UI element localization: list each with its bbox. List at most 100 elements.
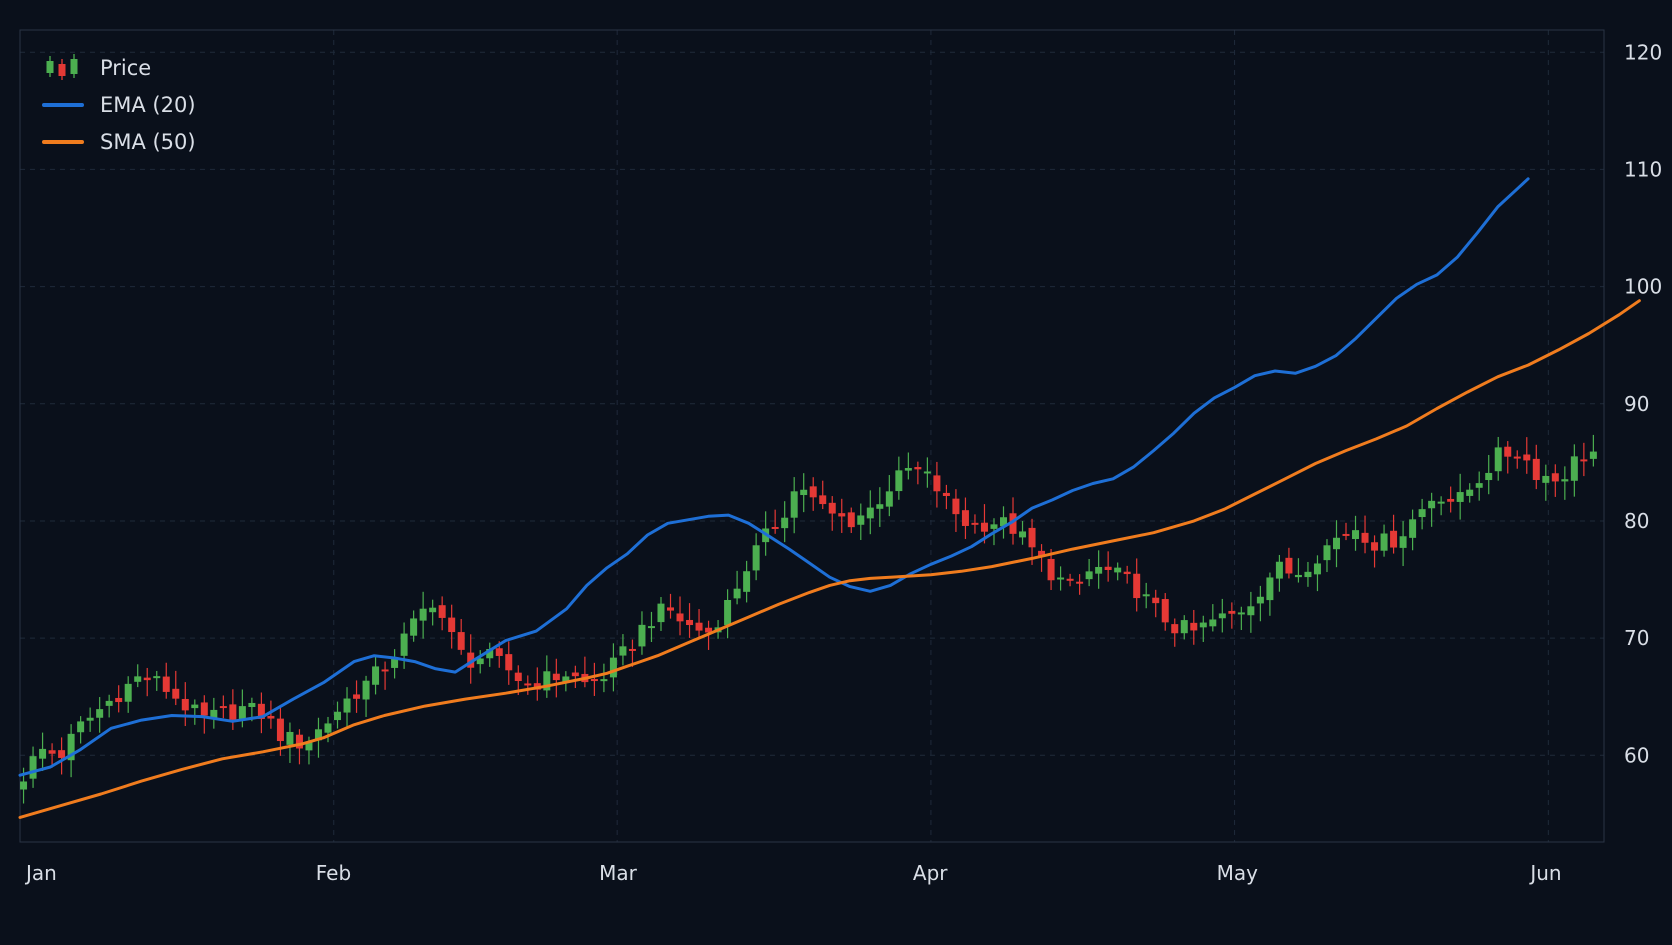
candle-up xyxy=(486,649,494,659)
candle-up xyxy=(1352,530,1360,540)
candle-up xyxy=(39,748,47,759)
candle-down xyxy=(143,677,151,681)
candle-up xyxy=(1095,566,1103,574)
x-tick-label: Jan xyxy=(24,861,57,885)
candle-up xyxy=(543,671,551,691)
candle-down xyxy=(115,697,123,703)
candle-down xyxy=(809,486,817,498)
candle-down xyxy=(980,522,988,532)
y-tick-label: 80 xyxy=(1624,509,1649,533)
candle-up xyxy=(96,709,104,718)
candle-down xyxy=(1133,573,1141,599)
candle-up xyxy=(1142,594,1150,597)
candle-up xyxy=(876,504,884,509)
sma-line xyxy=(18,299,1641,819)
x-tick-label: May xyxy=(1217,861,1259,885)
candle-up xyxy=(77,721,85,733)
candle-up xyxy=(1180,620,1188,634)
candle-down xyxy=(524,683,532,686)
legend[interactable]: Price EMA (20) SMA (50) xyxy=(42,54,196,154)
candle-icon-body xyxy=(46,61,54,73)
candle-down xyxy=(1123,571,1131,575)
candle-down xyxy=(942,492,950,496)
legend-item[interactable]: SMA (50) xyxy=(42,130,196,154)
candle-up xyxy=(609,657,617,678)
candle-down xyxy=(1285,557,1293,574)
candle-up xyxy=(1542,475,1550,483)
candle-up xyxy=(923,471,931,474)
candle-up xyxy=(1237,612,1245,615)
x-tick-label: Jun xyxy=(1528,861,1561,885)
candle-down xyxy=(1038,550,1046,557)
candle-up xyxy=(752,545,760,571)
candle-down xyxy=(667,607,675,611)
candle-down xyxy=(676,613,684,622)
candle-up xyxy=(1247,606,1255,616)
candle-up xyxy=(657,603,665,623)
legend-item[interactable]: EMA (20) xyxy=(42,93,196,117)
candle-up xyxy=(1114,567,1122,573)
candle-up xyxy=(1085,571,1093,580)
candle-down xyxy=(971,522,979,525)
candle-down xyxy=(162,676,170,692)
candle-down xyxy=(933,475,941,492)
candle-up xyxy=(857,515,865,525)
candle-up xyxy=(790,491,798,518)
candle-down xyxy=(705,627,713,633)
candle-up xyxy=(1209,619,1217,627)
y-tick-label: 110 xyxy=(1624,157,1662,181)
candle-icon-body xyxy=(70,59,78,74)
candle-up xyxy=(362,680,370,700)
candle-down xyxy=(1342,533,1350,536)
grid xyxy=(20,30,1604,842)
candle-up xyxy=(600,679,608,682)
candle-down xyxy=(952,498,960,515)
candle-icon-body xyxy=(58,64,66,76)
candle-up xyxy=(476,658,484,665)
candle-up xyxy=(191,704,199,709)
candle-down xyxy=(961,510,969,526)
candle-down xyxy=(1523,454,1531,461)
candle-up xyxy=(153,676,161,679)
candle-up xyxy=(1466,489,1474,496)
candle-up xyxy=(314,729,322,741)
y-tick-label: 120 xyxy=(1624,40,1662,64)
candle-down xyxy=(457,632,465,650)
candle-down xyxy=(819,495,827,505)
candle-up xyxy=(334,711,342,721)
candle-down xyxy=(1390,530,1398,548)
candle-down xyxy=(505,654,513,671)
candle-down xyxy=(1190,622,1198,631)
candle-up xyxy=(904,468,912,471)
candle-up xyxy=(248,702,256,707)
candle-up xyxy=(429,607,437,613)
candle-up xyxy=(1485,472,1493,481)
candle-up xyxy=(895,470,903,492)
candle-up xyxy=(410,618,418,636)
candle-down xyxy=(438,605,446,618)
candle-up xyxy=(1323,545,1331,561)
x-tick-label: Feb xyxy=(316,861,351,885)
candle-up xyxy=(1475,483,1483,488)
candle-down xyxy=(571,672,579,677)
candle-down xyxy=(914,467,922,470)
legend-item[interactable]: Price xyxy=(46,54,152,80)
candle-up xyxy=(1256,596,1264,604)
candle-up xyxy=(1199,622,1207,628)
candle-up xyxy=(1294,574,1302,578)
candle-down xyxy=(353,694,361,699)
candles xyxy=(20,434,1597,804)
y-tick-label: 90 xyxy=(1624,392,1649,416)
candle-down xyxy=(1580,459,1588,462)
candle-down xyxy=(1228,610,1236,614)
candle-up xyxy=(1494,447,1502,472)
candle-up xyxy=(724,599,732,626)
candle-up xyxy=(1332,537,1340,550)
candle-up xyxy=(391,657,399,668)
candle-down xyxy=(495,648,503,656)
candle-up xyxy=(343,698,351,713)
x-tick-label: Mar xyxy=(599,861,638,885)
candle-up xyxy=(1019,531,1027,538)
candle-down xyxy=(1028,527,1036,548)
